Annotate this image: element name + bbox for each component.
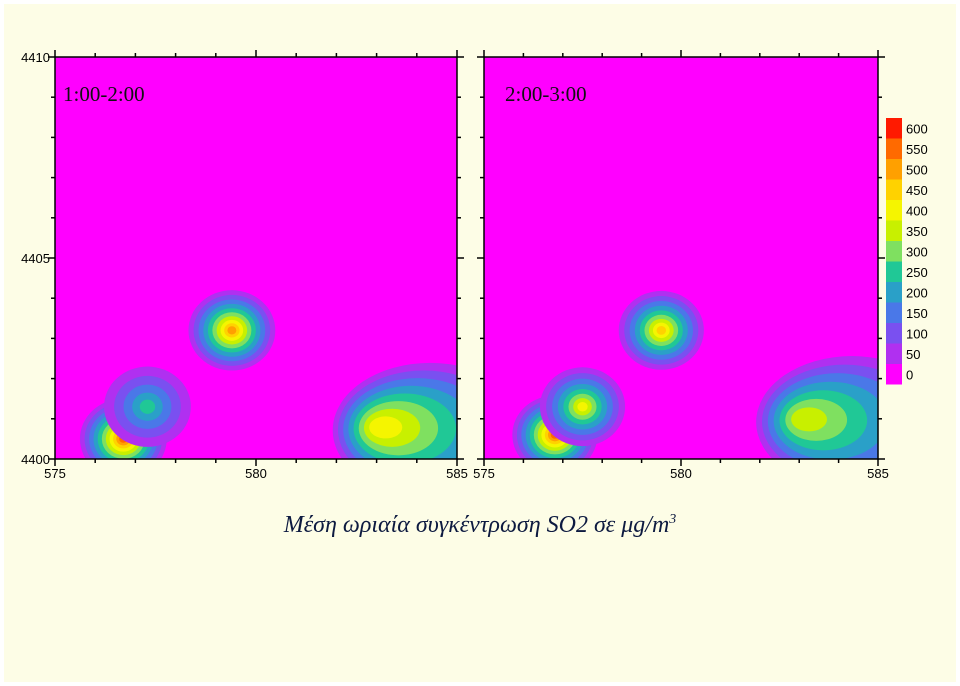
hotspot-3 bbox=[188, 290, 276, 371]
contour-band bbox=[577, 401, 588, 412]
legend-swatch bbox=[886, 323, 902, 344]
x-tick-label: 575 bbox=[473, 466, 495, 481]
legend-label: 250 bbox=[906, 265, 928, 280]
legend-label: 550 bbox=[906, 142, 928, 157]
hotspot-2 bbox=[104, 366, 191, 447]
x-tick-label: 580 bbox=[245, 466, 267, 481]
y-tick-label: 4405 bbox=[21, 251, 50, 266]
legend-swatch bbox=[886, 261, 902, 282]
panel-title: 1:00-2:00 bbox=[63, 82, 145, 106]
x-tick-label: 585 bbox=[867, 466, 889, 481]
legend-label: 600 bbox=[906, 121, 928, 136]
legend-swatch bbox=[886, 118, 902, 139]
panel-title: 2:00-3:00 bbox=[505, 82, 587, 106]
x-tick-label: 575 bbox=[44, 466, 66, 481]
legend-swatch bbox=[886, 179, 902, 200]
hotspot-2 bbox=[539, 367, 626, 447]
caption-superscript: 3 bbox=[669, 512, 677, 527]
contour-band bbox=[656, 325, 667, 335]
legend-swatch bbox=[886, 200, 902, 221]
legend-label: 100 bbox=[906, 326, 928, 341]
legend-swatch bbox=[886, 241, 902, 262]
legend-swatch bbox=[886, 302, 902, 323]
y-tick-label: 4400 bbox=[21, 452, 50, 467]
hotspot-4 bbox=[756, 356, 878, 459]
hotspot-3 bbox=[618, 290, 704, 370]
legend-swatch bbox=[886, 343, 902, 364]
caption-text: Μέση ωριαία συγκέντρωση SO2 σε μg/m bbox=[283, 512, 670, 538]
legend-label: 200 bbox=[906, 285, 928, 300]
hotspot-4 bbox=[332, 362, 457, 459]
legend-label: 500 bbox=[906, 162, 928, 177]
contour-band bbox=[227, 326, 237, 335]
legend-swatch bbox=[886, 159, 902, 180]
legend-swatch bbox=[886, 282, 902, 303]
legend-swatch bbox=[886, 138, 902, 159]
heatmap-panel-1: 575 580 585 4410 4405 4400 1:00-2:00 bbox=[21, 50, 468, 481]
contour-band bbox=[791, 407, 828, 432]
legend-label: 400 bbox=[906, 203, 928, 218]
heatmap-field bbox=[55, 57, 457, 459]
legend-label: 50 bbox=[906, 347, 920, 362]
figure-caption: Μέση ωριαία συγκέντρωση SO2 σε μg/m3 bbox=[0, 512, 960, 539]
contour-band bbox=[139, 399, 156, 414]
legend-swatch bbox=[886, 364, 902, 385]
heatmap-panel-2: 575 580 585 2:00-3:00 bbox=[473, 50, 889, 481]
legend-swatch bbox=[886, 220, 902, 241]
legend-label: 150 bbox=[906, 306, 928, 321]
legend-label: 300 bbox=[906, 244, 928, 259]
heatmap-field bbox=[484, 57, 878, 459]
x-tick-label: 585 bbox=[446, 466, 468, 481]
legend-label: 450 bbox=[906, 183, 928, 198]
x-tick-label: 580 bbox=[670, 466, 692, 481]
contour-band bbox=[369, 416, 403, 439]
legend-label: 350 bbox=[906, 224, 928, 239]
legend-label: 0 bbox=[906, 367, 913, 382]
y-tick-label: 4410 bbox=[21, 50, 50, 65]
